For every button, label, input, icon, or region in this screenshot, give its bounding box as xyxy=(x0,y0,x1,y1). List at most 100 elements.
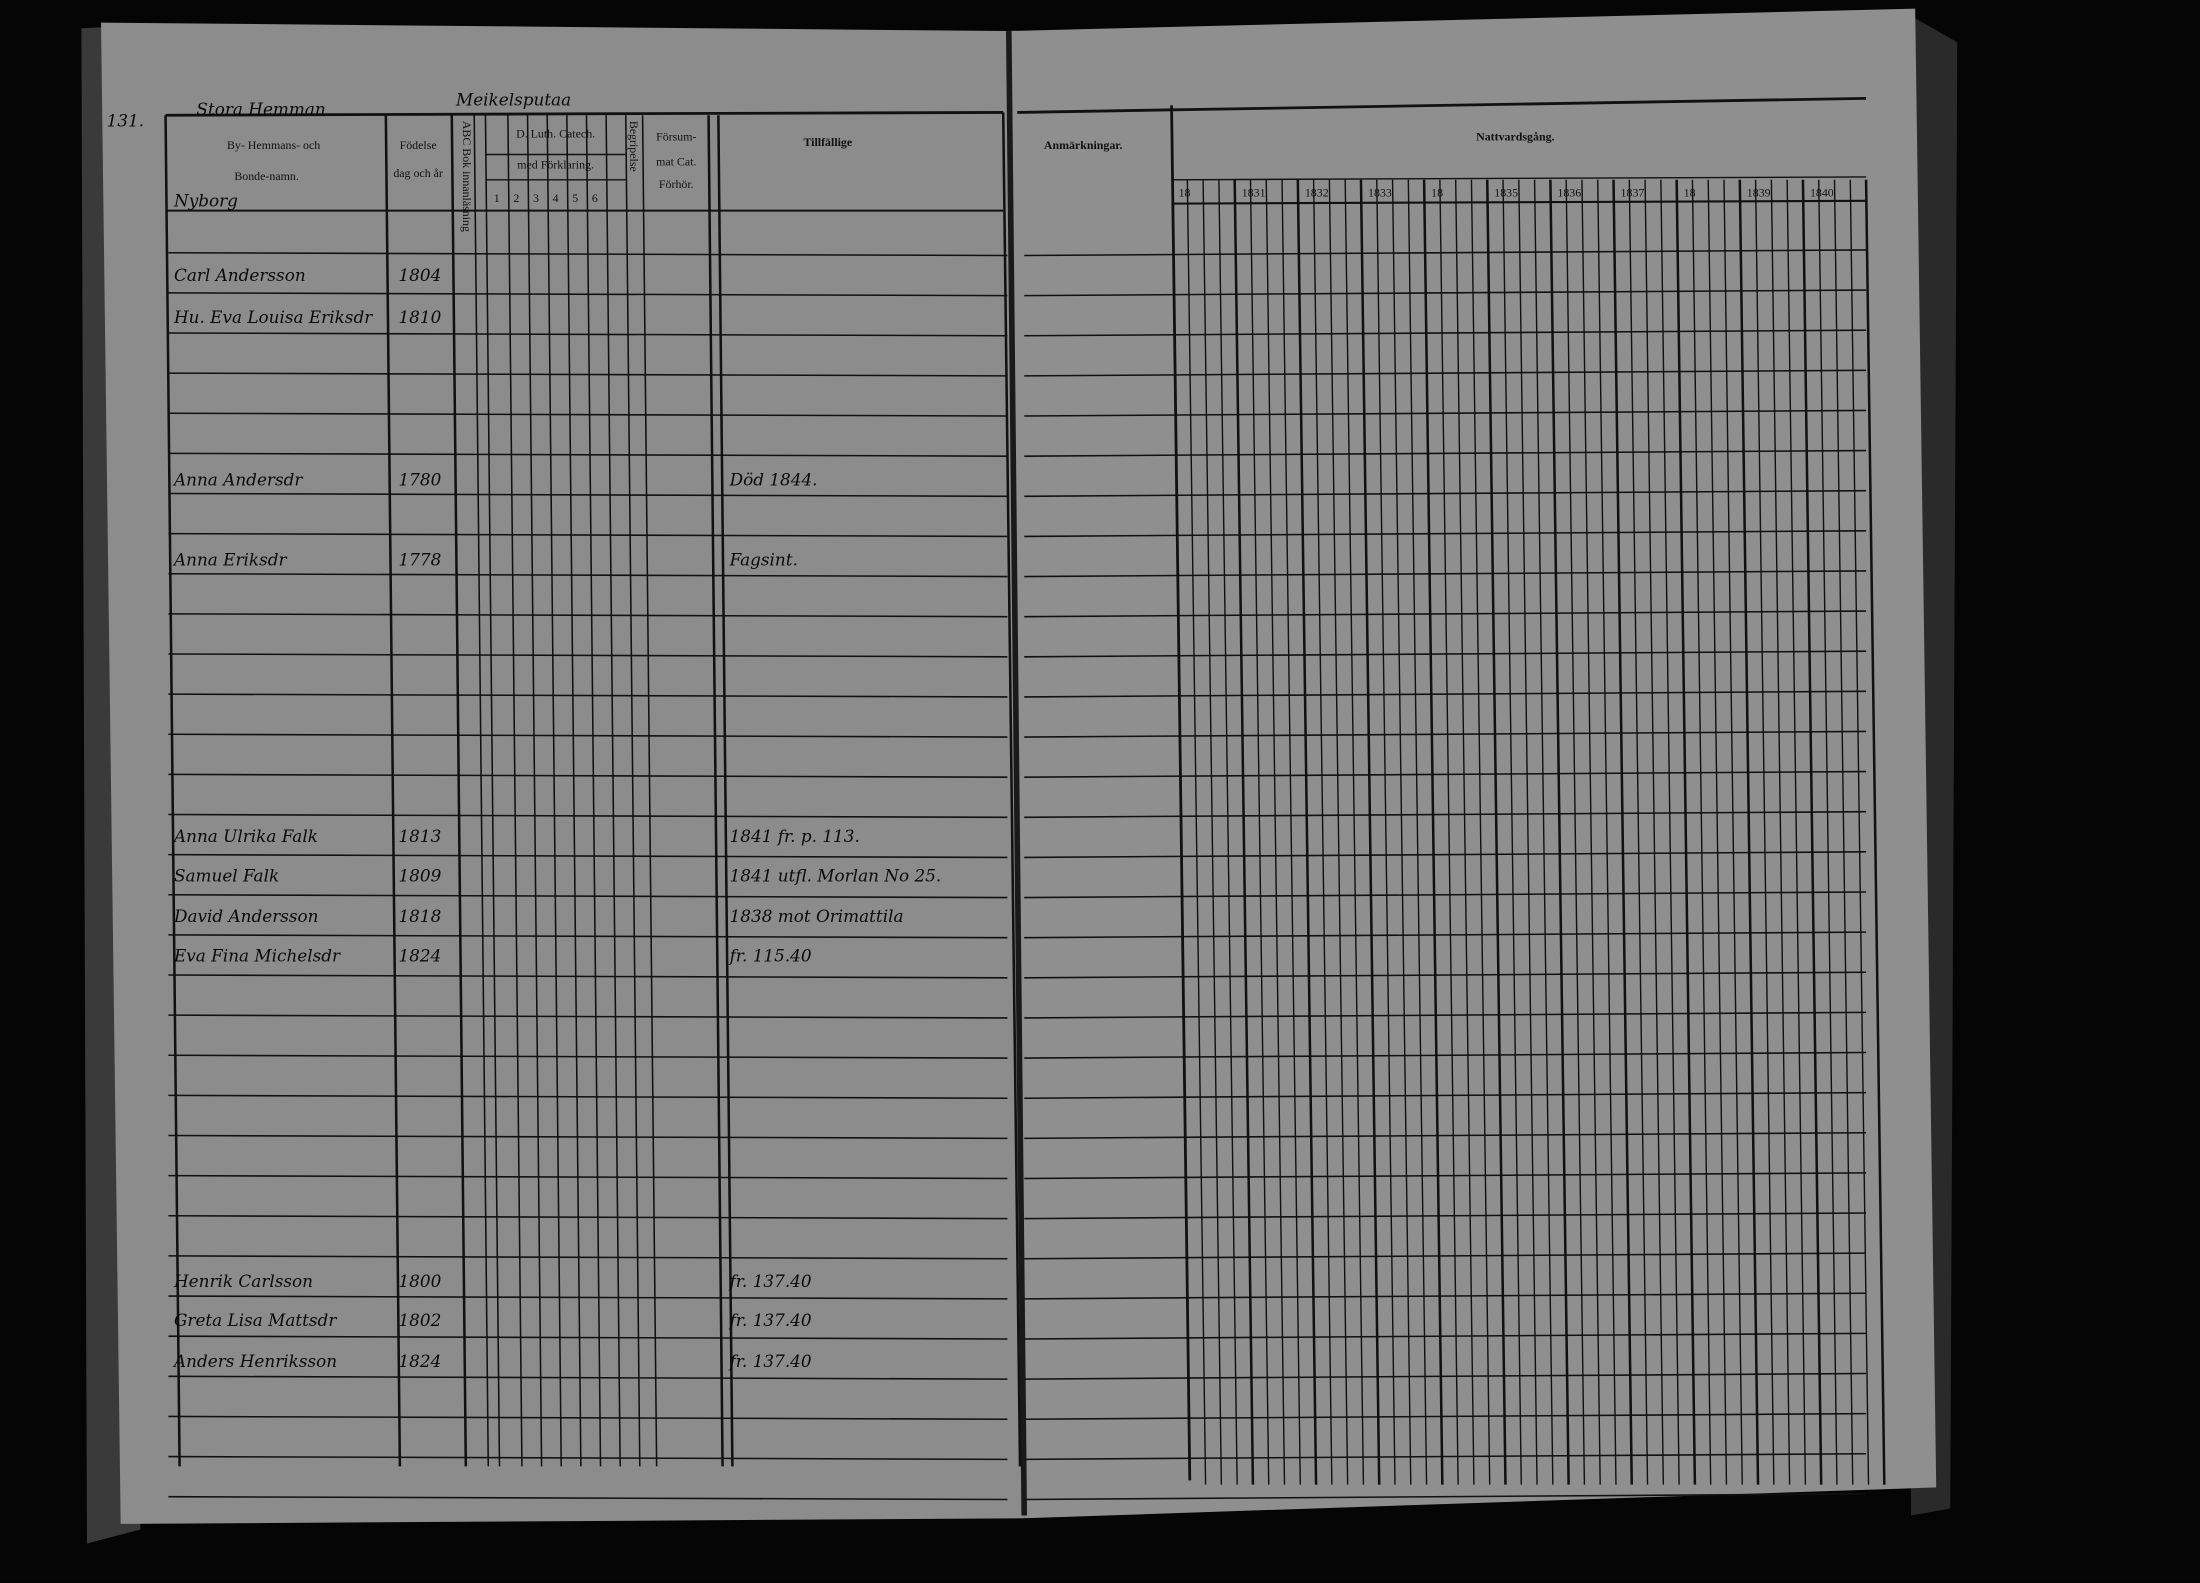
rule xyxy=(1801,179,1823,1485)
rule xyxy=(1017,96,1867,114)
rule xyxy=(1864,179,1886,1485)
rule xyxy=(168,1174,1008,1180)
rule xyxy=(1849,179,1870,1485)
year-header: 1833 xyxy=(1368,186,1392,200)
entry-name: Anders Henriksson xyxy=(172,1351,337,1371)
rule xyxy=(1644,179,1665,1485)
column-header: Försum- xyxy=(656,129,696,143)
rule xyxy=(1518,179,1538,1485)
entry-note: fr. 137.40 xyxy=(728,1310,812,1330)
rule xyxy=(1660,179,1680,1485)
rule xyxy=(168,934,1008,939)
rule xyxy=(168,853,1008,859)
entry-note: fr. 115.40 xyxy=(728,945,812,965)
catech-number: 4 xyxy=(553,191,559,205)
rule xyxy=(1218,179,1238,1485)
rule xyxy=(168,1495,1008,1501)
rule xyxy=(168,1014,1008,1019)
rule xyxy=(168,1415,1008,1421)
rule xyxy=(1454,179,1475,1485)
rule xyxy=(484,115,501,1467)
entry-born: 1810 xyxy=(398,307,441,327)
left-page xyxy=(101,22,1025,1524)
catech-number: 2 xyxy=(513,191,519,205)
rule xyxy=(641,115,658,1467)
rule xyxy=(1024,1051,1867,1059)
rule xyxy=(450,115,468,1467)
rule xyxy=(168,613,1008,618)
rule xyxy=(1024,449,1867,457)
entry-born: 1780 xyxy=(398,470,441,490)
rule xyxy=(1265,179,1286,1485)
rule xyxy=(1597,179,1617,1485)
entry-name: Greta Lisa Mattsdr xyxy=(174,1310,337,1330)
entry-born: 1818 xyxy=(398,906,441,926)
rule xyxy=(1024,1131,1867,1140)
rule xyxy=(1328,179,1349,1485)
rule xyxy=(1024,1252,1867,1260)
rule xyxy=(546,115,562,1467)
rule xyxy=(168,292,1008,297)
column-header: Förhör. xyxy=(659,177,694,191)
column-header: By- Hemmans- och xyxy=(227,138,320,152)
rule xyxy=(507,115,523,1467)
rule xyxy=(1770,179,1791,1485)
year-header: 18 xyxy=(1179,186,1191,200)
catech-number: 6 xyxy=(592,191,598,205)
rule xyxy=(1024,1011,1867,1019)
rule xyxy=(1296,179,1318,1485)
column-header: med Förklaring. xyxy=(517,158,594,172)
rule xyxy=(168,693,1008,698)
rule xyxy=(1675,179,1697,1485)
rule xyxy=(585,115,602,1467)
entry-name: Samuel Falk xyxy=(174,865,279,885)
rule xyxy=(1818,179,1838,1485)
rule xyxy=(1171,176,1867,181)
rule xyxy=(1407,179,1428,1485)
rule xyxy=(1439,179,1459,1485)
rule xyxy=(1024,1493,1867,1501)
entry-born: 1804 xyxy=(398,265,441,285)
rule xyxy=(168,452,1008,457)
year-header: 1835 xyxy=(1494,186,1518,200)
column-header: Nattvardsgång. xyxy=(1476,129,1554,143)
entry-note: 1838 mot Orimattila xyxy=(730,906,904,926)
entry-name: Anna Ulrika Falk xyxy=(172,826,318,846)
entry-name: Nyborg xyxy=(173,190,238,210)
rule xyxy=(1024,1452,1867,1461)
right-page xyxy=(1007,8,1937,1519)
rule xyxy=(168,813,1008,819)
rule xyxy=(1001,112,1022,1467)
rule xyxy=(1024,891,1867,899)
rule xyxy=(566,115,582,1467)
year-header: 1831 xyxy=(1242,186,1266,200)
rule xyxy=(168,332,1008,337)
rule xyxy=(1628,179,1649,1485)
rule xyxy=(1024,971,1867,979)
entry-born: 1824 xyxy=(398,945,441,965)
catech-number: 1 xyxy=(494,191,500,205)
rule xyxy=(1470,179,1491,1485)
entry-note: 1841 fr. p. 113. xyxy=(730,826,860,846)
column-header: Begripelse xyxy=(627,121,641,172)
rule xyxy=(1024,530,1867,538)
column-header: Födelse xyxy=(400,138,437,152)
rule xyxy=(168,974,1008,979)
rule xyxy=(707,115,724,1467)
rule xyxy=(168,1134,1008,1140)
entry-note: Död 1844. xyxy=(729,470,818,490)
rule xyxy=(1024,610,1867,618)
entry-note: 1841 utfl. Morlan No 25. xyxy=(730,865,942,885)
rule xyxy=(1024,650,1867,658)
rule xyxy=(1612,179,1634,1485)
rule xyxy=(168,572,1008,578)
rule xyxy=(1738,179,1760,1485)
rule xyxy=(1202,179,1223,1485)
entry-born: 1813 xyxy=(398,826,441,846)
rule xyxy=(1024,1212,1867,1220)
year-header: 1839 xyxy=(1747,186,1771,200)
rule xyxy=(1024,409,1867,417)
entry-born: 1800 xyxy=(398,1271,441,1291)
rule xyxy=(624,115,641,1467)
rule xyxy=(168,653,1008,658)
